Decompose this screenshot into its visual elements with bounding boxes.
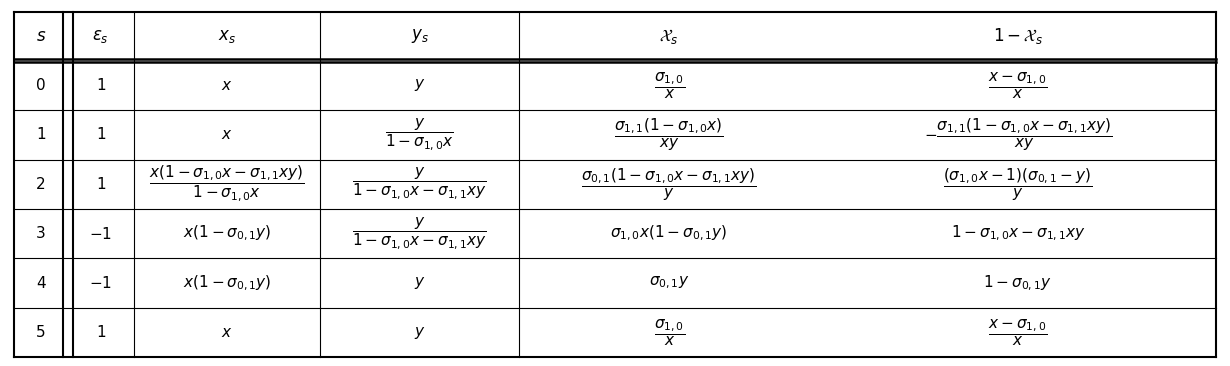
Text: 2: 2 [36, 177, 46, 192]
Text: 1: 1 [96, 127, 106, 142]
Text: $\dfrac{y}{1-\sigma_{1,0}x-\sigma_{1,1}xy}$: $\dfrac{y}{1-\sigma_{1,0}x-\sigma_{1,1}x… [352, 166, 487, 202]
Text: $-1$: $-1$ [90, 226, 112, 242]
Text: $\dfrac{y}{1-\sigma_{1,0}x}$: $\dfrac{y}{1-\sigma_{1,0}x}$ [385, 117, 454, 153]
Text: $s$: $s$ [36, 27, 46, 45]
Text: $-\dfrac{\sigma_{1,1}(1-\sigma_{1,0}x-\sigma_{1,1}xy)}{xy}$: $-\dfrac{\sigma_{1,1}(1-\sigma_{1,0}x-\s… [924, 116, 1112, 153]
Text: $\dfrac{(\sigma_{1,0}x-1)(\sigma_{0,1}-y)}{y}$: $\dfrac{(\sigma_{1,0}x-1)(\sigma_{0,1}-y… [943, 166, 1092, 203]
Text: $\epsilon_s$: $\epsilon_s$ [92, 27, 109, 45]
Text: 1: 1 [96, 325, 106, 340]
Text: $x$: $x$ [221, 78, 232, 93]
Text: $\dfrac{x-\sigma_{1,0}}{x}$: $\dfrac{x-\sigma_{1,0}}{x}$ [988, 70, 1048, 101]
Text: $\dfrac{\sigma_{1,0}}{x}$: $\dfrac{\sigma_{1,0}}{x}$ [653, 70, 685, 101]
Text: $\dfrac{\sigma_{1,1}(1-\sigma_{1,0}x)}{xy}$: $\dfrac{\sigma_{1,1}(1-\sigma_{1,0}x)}{x… [614, 116, 724, 153]
Text: $\dfrac{x(1-\sigma_{1,0}x-\sigma_{1,1}xy)}{1-\sigma_{1,0}x}$: $\dfrac{x(1-\sigma_{1,0}x-\sigma_{1,1}xy… [149, 164, 305, 204]
Text: $\dfrac{\sigma_{1,0}}{x}$: $\dfrac{\sigma_{1,0}}{x}$ [653, 317, 685, 348]
Text: $x_s$: $x_s$ [218, 27, 236, 45]
Text: $x(1 - \sigma_{0,1}y)$: $x(1 - \sigma_{0,1}y)$ [183, 224, 272, 243]
Text: $y$: $y$ [413, 77, 426, 93]
Text: $\mathcal{X}_s$: $\mathcal{X}_s$ [659, 27, 679, 46]
Text: $\dfrac{\sigma_{0,1}(1-\sigma_{1,0}x-\sigma_{1,1}xy)}{y}$: $\dfrac{\sigma_{0,1}(1-\sigma_{1,0}x-\si… [582, 166, 756, 203]
Text: 3: 3 [36, 226, 46, 241]
Text: $y$: $y$ [413, 325, 426, 341]
Text: $\dfrac{x-\sigma_{1,0}}{x}$: $\dfrac{x-\sigma_{1,0}}{x}$ [988, 317, 1048, 348]
Text: $-1$: $-1$ [90, 275, 112, 291]
Text: 1: 1 [36, 127, 46, 142]
Text: $y$: $y$ [413, 275, 426, 291]
Text: $x$: $x$ [221, 127, 232, 142]
Text: $1 - \mathcal{X}_s$: $1 - \mathcal{X}_s$ [993, 26, 1043, 46]
Text: $y_s$: $y_s$ [411, 27, 428, 45]
Text: $x$: $x$ [221, 325, 232, 340]
Text: 1: 1 [96, 78, 106, 93]
Text: $1 - \sigma_{1,0}x - \sigma_{1,1}xy$: $1 - \sigma_{1,0}x - \sigma_{1,1}xy$ [951, 224, 1085, 243]
Text: $x(1 - \sigma_{0,1}y)$: $x(1 - \sigma_{0,1}y)$ [183, 273, 272, 293]
Text: 1: 1 [96, 177, 106, 192]
Text: 0: 0 [36, 78, 46, 93]
Text: $\sigma_{0,1}y$: $\sigma_{0,1}y$ [649, 275, 689, 291]
Text: 4: 4 [36, 276, 46, 291]
Text: $1 - \sigma_{0,1}y$: $1 - \sigma_{0,1}y$ [984, 273, 1053, 293]
Text: $\sigma_{1,0}x(1 - \sigma_{0,1}y)$: $\sigma_{1,0}x(1 - \sigma_{0,1}y)$ [610, 224, 728, 243]
Text: 5: 5 [36, 325, 46, 340]
Text: $\dfrac{y}{1-\sigma_{1,0}x-\sigma_{1,1}xy}$: $\dfrac{y}{1-\sigma_{1,0}x-\sigma_{1,1}x… [352, 216, 487, 252]
